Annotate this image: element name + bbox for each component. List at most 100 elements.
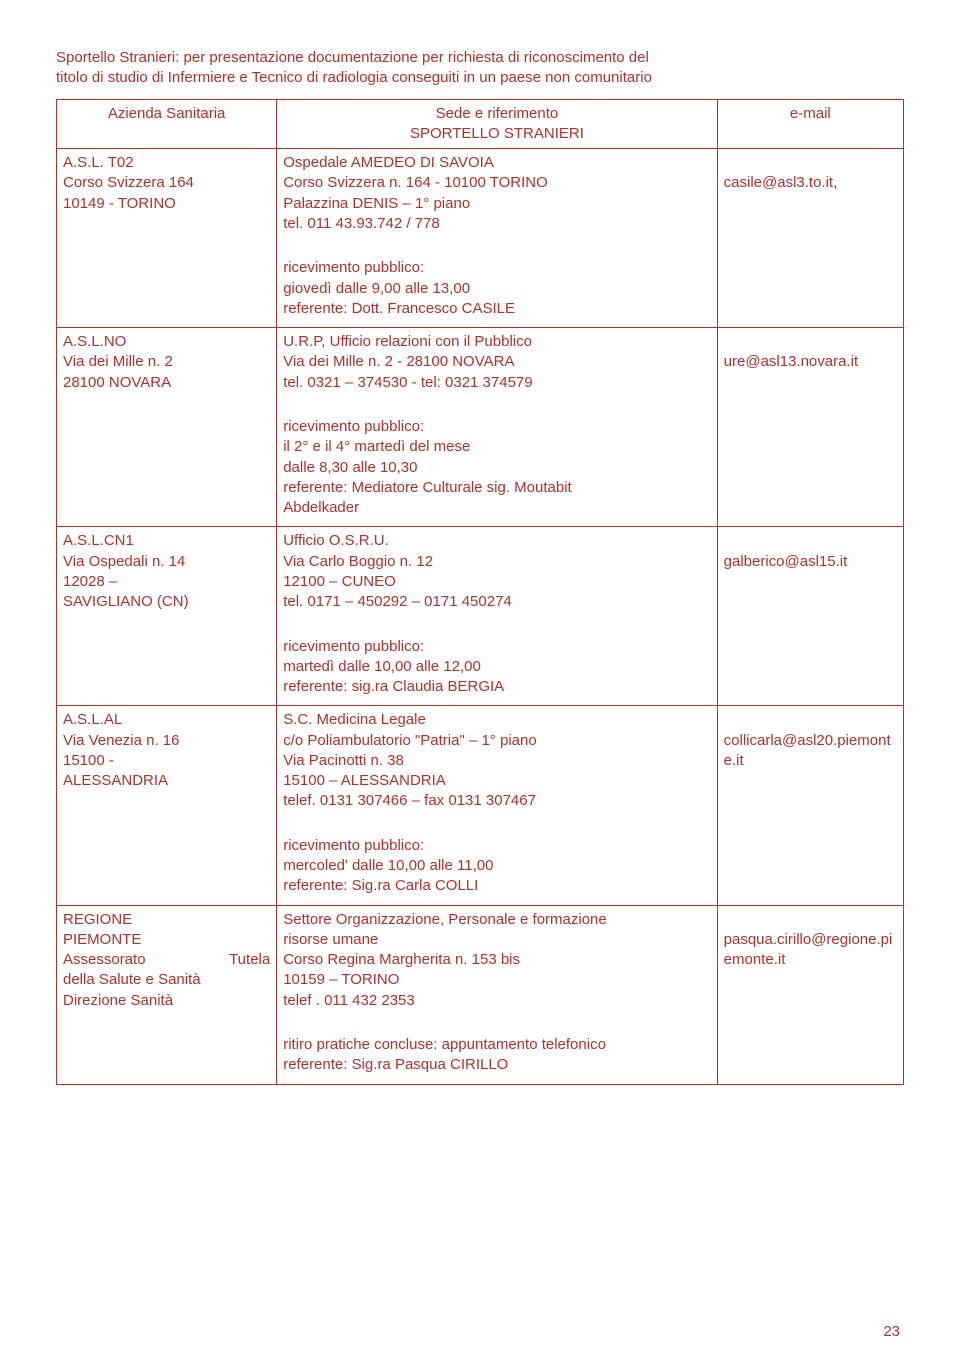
- cell-email: galberico@asl15.it: [717, 527, 903, 706]
- sede-line: martedì dalle 10,00 alle 12,00: [283, 657, 710, 677]
- azienda-line: 12028 –: [63, 572, 270, 592]
- sede-line: ricevimento pubblico:: [283, 637, 710, 657]
- cell-azienda: A.S.L. T02 Corso Svizzera 164 10149 - TO…: [57, 149, 277, 328]
- sede-block: Ospedale AMEDEO DI SAVOIA Corso Svizzera…: [283, 153, 710, 234]
- intro-line-1: Sportello Stranieri: per presentazione d…: [56, 48, 904, 68]
- cell-email: ure@asl13.novara.it: [717, 328, 903, 527]
- main-table: Azienda Sanitaria Sede e riferimento SPO…: [56, 99, 904, 1085]
- sede-line: Ospedale AMEDEO DI SAVOIA: [283, 153, 710, 173]
- sede-block: ritiro pratiche concluse: appuntamento t…: [283, 1035, 710, 1076]
- sede-line: referente: Sig.ra Pasqua CIRILLO: [283, 1055, 710, 1075]
- sede-line: ricevimento pubblico:: [283, 417, 710, 437]
- sede-line: mercoled' dalle 10,00 alle 11,00: [283, 856, 710, 876]
- sede-line: 10159 – TORINO: [283, 970, 710, 990]
- header-azienda: Azienda Sanitaria: [57, 99, 277, 149]
- sede-line: tel. 011 43.93.742 / 778: [283, 214, 710, 234]
- cell-sede: U.R.P, Ufficio relazioni con il Pubblico…: [277, 328, 717, 527]
- sede-line: S.C. Medicina Legale: [283, 710, 710, 730]
- table-row: A.S.L.CN1 Via Ospedali n. 14 12028 – SAV…: [57, 527, 904, 706]
- sede-block: U.R.P, Ufficio relazioni con il Pubblico…: [283, 332, 710, 393]
- cell-email: casile@asl3.to.it,: [717, 149, 903, 328]
- sede-line: Settore Organizzazione, Personale e form…: [283, 910, 710, 930]
- sede-block: S.C. Medicina Legale c/o Poliambulatorio…: [283, 710, 710, 811]
- cell-azienda: A.S.L.NO Via dei Mille n. 2 28100 NOVARA: [57, 328, 277, 527]
- cell-sede: Ospedale AMEDEO DI SAVOIA Corso Svizzera…: [277, 149, 717, 328]
- sede-block: ricevimento pubblico: mercoled' dalle 10…: [283, 836, 710, 897]
- sede-line: 15100 – ALESSANDRIA: [283, 771, 710, 791]
- sede-line: 12100 – CUNEO: [283, 572, 710, 592]
- cell-azienda: A.S.L.CN1 Via Ospedali n. 14 12028 – SAV…: [57, 527, 277, 706]
- sede-line: dalle 8,30 alle 10,30: [283, 458, 710, 478]
- sede-block: ricevimento pubblico: martedì dalle 10,0…: [283, 637, 710, 698]
- azienda-line: della Salute e Sanità: [63, 970, 270, 990]
- cell-email: collicarla@asl20.piemonte.it: [717, 706, 903, 905]
- page: Sportello Stranieri: per presentazione d…: [0, 0, 960, 1366]
- sede-line: Corso Svizzera n. 164 - 10100 TORINO: [283, 173, 710, 193]
- azienda-line: PIEMONTE: [63, 930, 270, 950]
- azienda-line: 28100 NOVARA: [63, 373, 270, 393]
- sede-line: U.R.P, Ufficio relazioni con il Pubblico: [283, 332, 710, 352]
- cell-azienda: A.S.L.AL Via Venezia n. 16 15100 - ALESS…: [57, 706, 277, 905]
- azienda-line: A.S.L.NO: [63, 332, 270, 352]
- azienda-line: AssessoratoTutela: [63, 950, 270, 970]
- sede-line: referente: Dott. Francesco CASILE: [283, 299, 710, 319]
- sede-line: referente: Mediatore Culturale sig. Mout…: [283, 478, 710, 498]
- azienda-line: Direzione Sanità: [63, 991, 270, 1011]
- azienda-line: Via Ospedali n. 14: [63, 552, 270, 572]
- email-text: pasqua.cirillo@regione.piemonte.it: [724, 930, 897, 971]
- sede-block: Ufficio O.S.R.U. Via Carlo Boggio n. 12 …: [283, 531, 710, 612]
- sede-line: referente: sig.ra Claudia BERGIA: [283, 677, 710, 697]
- cell-sede: Ufficio O.S.R.U. Via Carlo Boggio n. 12 …: [277, 527, 717, 706]
- sede-line: Via dei Mille n. 2 - 28100 NOVARA: [283, 352, 710, 372]
- cell-sede: S.C. Medicina Legale c/o Poliambulatorio…: [277, 706, 717, 905]
- sede-line: telef . 011 432 2353: [283, 991, 710, 1011]
- azienda-line: 10149 - TORINO: [63, 194, 270, 214]
- table-row: REGIONE PIEMONTE AssessoratoTutela della…: [57, 905, 904, 1084]
- email-text: galberico@asl15.it: [724, 552, 897, 572]
- azienda-line: A.S.L. T02: [63, 153, 270, 173]
- azienda-line: 15100 -: [63, 751, 270, 771]
- sede-line: tel. 0321 – 374530 - tel: 0321 374579: [283, 373, 710, 393]
- sede-block: ricevimento pubblico: il 2° e il 4° mart…: [283, 417, 710, 518]
- header-email: e-mail: [717, 99, 903, 149]
- page-number: 23: [883, 1322, 900, 1342]
- azienda-line: SAVIGLIANO (CN): [63, 592, 270, 612]
- email-text: ure@asl13.novara.it: [724, 352, 897, 372]
- sede-line: Abdelkader: [283, 498, 710, 518]
- azienda-line: A.S.L.AL: [63, 710, 270, 730]
- sede-block: ricevimento pubblico: giovedì dalle 9,00…: [283, 258, 710, 319]
- header-sede-line2: SPORTELLO STRANIERI: [283, 124, 710, 144]
- sede-line: il 2° e il 4° martedì del mese: [283, 437, 710, 457]
- table-row: A.S.L.NO Via dei Mille n. 2 28100 NOVARA…: [57, 328, 904, 527]
- sede-line: risorse umane: [283, 930, 710, 950]
- sede-line: Via Pacinotti n. 38: [283, 751, 710, 771]
- header-sede-line1: Sede e riferimento: [283, 104, 710, 124]
- table-row: A.S.L. T02 Corso Svizzera 164 10149 - TO…: [57, 149, 904, 328]
- email-text: collicarla@asl20.piemonte.it: [724, 731, 897, 772]
- sede-line: c/o Poliambulatorio "Patria" – 1° piano: [283, 731, 710, 751]
- header-sede: Sede e riferimento SPORTELLO STRANIERI: [277, 99, 717, 149]
- cell-azienda: REGIONE PIEMONTE AssessoratoTutela della…: [57, 905, 277, 1084]
- sede-line: Ufficio O.S.R.U.: [283, 531, 710, 551]
- sede-line: Palazzina DENIS – 1° piano: [283, 194, 710, 214]
- email-text: casile@asl3.to.it,: [724, 173, 897, 193]
- sede-line: ricevimento pubblico:: [283, 836, 710, 856]
- sede-line: tel. 0171 – 450292 – 0171 450274: [283, 592, 710, 612]
- table-row: A.S.L.AL Via Venezia n. 16 15100 - ALESS…: [57, 706, 904, 905]
- intro-line-2: titolo di studio di Infermiere e Tecnico…: [56, 68, 904, 88]
- sede-line: ritiro pratiche concluse: appuntamento t…: [283, 1035, 710, 1055]
- azienda-line: Via Venezia n. 16: [63, 731, 270, 751]
- sede-line: Corso Regina Margherita n. 153 bis: [283, 950, 710, 970]
- sede-line: Via Carlo Boggio n. 12: [283, 552, 710, 572]
- sede-line: referente: Sig.ra Carla COLLI: [283, 876, 710, 896]
- cell-email: pasqua.cirillo@regione.piemonte.it: [717, 905, 903, 1084]
- sede-line: giovedì dalle 9,00 alle 13,00: [283, 279, 710, 299]
- sede-line: telef. 0131 307466 – fax 0131 307467: [283, 791, 710, 811]
- table-header-row: Azienda Sanitaria Sede e riferimento SPO…: [57, 99, 904, 149]
- intro-text: Sportello Stranieri: per presentazione d…: [56, 48, 904, 89]
- cell-sede: Settore Organizzazione, Personale e form…: [277, 905, 717, 1084]
- azienda-line: REGIONE: [63, 910, 270, 930]
- azienda-line: Via dei Mille n. 2: [63, 352, 270, 372]
- sede-line: ricevimento pubblico:: [283, 258, 710, 278]
- azienda-line: Corso Svizzera 164: [63, 173, 270, 193]
